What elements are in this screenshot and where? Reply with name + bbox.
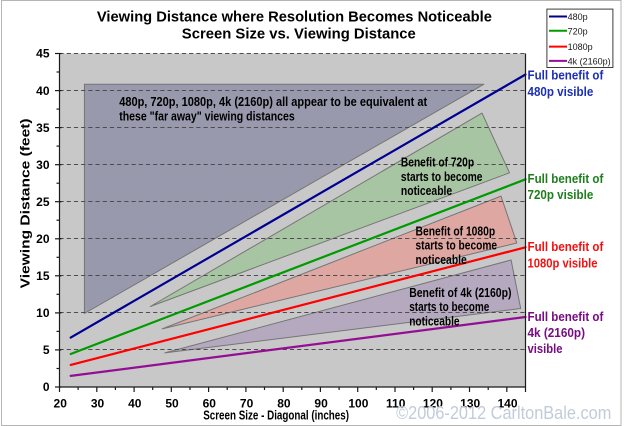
svg-text:starts to become: starts to become bbox=[401, 169, 483, 184]
svg-text:starts to become: starts to become bbox=[409, 299, 489, 314]
svg-text:480p visible: 480p visible bbox=[528, 84, 594, 99]
svg-text:Benefit of 4k (2160p): Benefit of 4k (2160p) bbox=[409, 285, 511, 300]
svg-text:1080p: 1080p bbox=[568, 42, 593, 52]
svg-text:5: 5 bbox=[43, 343, 50, 357]
svg-text:720p: 720p bbox=[568, 26, 588, 36]
svg-text:starts to become: starts to become bbox=[416, 238, 498, 253]
svg-text:80: 80 bbox=[277, 397, 291, 411]
svg-text:130: 130 bbox=[460, 397, 480, 411]
svg-text:noticeable: noticeable bbox=[409, 314, 459, 329]
svg-text:Benefit of 720p: Benefit of 720p bbox=[401, 155, 474, 170]
svg-text:Screen Size vs. Viewing Distan: Screen Size vs. Viewing Distance bbox=[182, 26, 416, 43]
svg-text:noticeable: noticeable bbox=[416, 252, 467, 267]
svg-text:Viewing Distance (feet): Viewing Distance (feet) bbox=[18, 118, 33, 288]
svg-text:0: 0 bbox=[43, 380, 50, 394]
svg-text:720p visible: 720p visible bbox=[528, 187, 594, 202]
svg-text:Full benefit of: Full benefit of bbox=[528, 309, 604, 324]
svg-text:Screen Size - Diagonal (inches: Screen Size - Diagonal (inches) bbox=[203, 409, 349, 423]
svg-text:40: 40 bbox=[128, 397, 142, 411]
svg-text:20: 20 bbox=[54, 397, 68, 411]
svg-text:140: 140 bbox=[497, 397, 517, 411]
svg-text:40: 40 bbox=[36, 84, 50, 98]
svg-text:Viewing Distance where Resolut: Viewing Distance where Resolution Become… bbox=[97, 9, 492, 26]
svg-text:noticeable: noticeable bbox=[401, 183, 452, 198]
svg-text:Full benefit of: Full benefit of bbox=[528, 68, 604, 83]
svg-text:4k (2160p): 4k (2160p) bbox=[568, 57, 611, 67]
svg-text:90: 90 bbox=[314, 397, 328, 411]
svg-text:30: 30 bbox=[91, 397, 105, 411]
svg-text:120: 120 bbox=[423, 397, 443, 411]
svg-text:480p, 720p, 1080p, 4k (2160p): 480p, 720p, 1080p, 4k (2160p) all appear… bbox=[119, 94, 428, 109]
svg-text:35: 35 bbox=[36, 121, 50, 135]
svg-text:110: 110 bbox=[386, 397, 406, 411]
svg-text:10: 10 bbox=[36, 306, 50, 320]
svg-text:70: 70 bbox=[240, 397, 254, 411]
svg-text:30: 30 bbox=[36, 158, 50, 172]
svg-text:these "far away" viewing dista: these "far away" viewing distances bbox=[119, 109, 295, 124]
svg-text:100: 100 bbox=[348, 397, 368, 411]
svg-text:45: 45 bbox=[36, 47, 50, 61]
svg-text:4k (2160p): 4k (2160p) bbox=[528, 325, 586, 340]
svg-text:1080p visible: 1080p visible bbox=[528, 255, 598, 270]
svg-text:20: 20 bbox=[36, 232, 50, 246]
svg-text:25: 25 bbox=[36, 195, 50, 209]
svg-text:Benefit of 1080p: Benefit of 1080p bbox=[416, 223, 496, 238]
svg-text:Full benefit of: Full benefit of bbox=[528, 171, 604, 186]
svg-text:Full benefit of: Full benefit of bbox=[528, 239, 604, 254]
svg-text:15: 15 bbox=[36, 269, 50, 283]
svg-text:50: 50 bbox=[165, 397, 179, 411]
svg-text:480p: 480p bbox=[568, 12, 588, 22]
svg-text:60: 60 bbox=[203, 397, 217, 411]
svg-text:visible: visible bbox=[528, 341, 563, 356]
svg-text:©2006-2012 CarltonBale.com: ©2006-2012 CarltonBale.com bbox=[396, 403, 611, 423]
